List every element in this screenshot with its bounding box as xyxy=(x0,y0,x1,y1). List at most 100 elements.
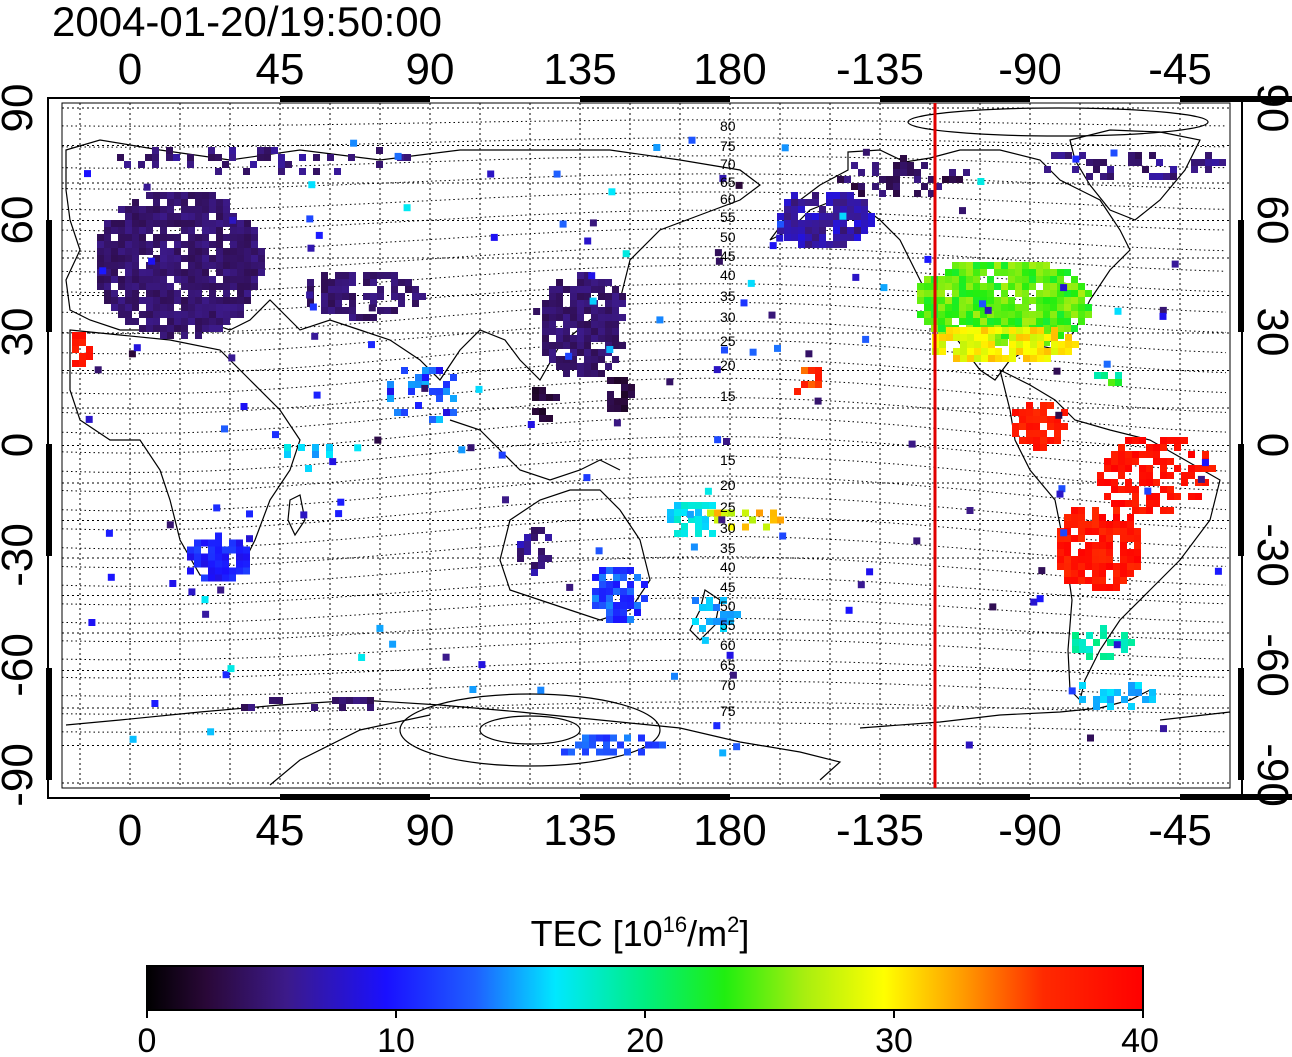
tec-cell xyxy=(688,136,696,144)
tec-cell xyxy=(1057,325,1064,332)
tec-cell xyxy=(181,206,188,213)
tec-cell xyxy=(1079,646,1086,653)
tec-cell xyxy=(188,241,195,248)
tec-cell xyxy=(244,234,251,241)
tec-cell xyxy=(524,541,531,548)
tec-cell xyxy=(613,609,620,616)
tec-cell xyxy=(72,346,79,353)
tec-cell xyxy=(862,335,870,343)
tec-cell xyxy=(1191,166,1198,173)
tec-cell xyxy=(1097,472,1104,479)
tec-cell xyxy=(188,192,195,199)
tec-cell xyxy=(1132,486,1139,493)
tec-cell xyxy=(612,307,619,314)
tec-cell xyxy=(872,162,879,169)
tec-cell xyxy=(307,244,315,252)
tec-cell xyxy=(570,286,577,293)
tec-cell xyxy=(1115,372,1122,379)
axis-bar-top xyxy=(880,96,1030,102)
tec-cell xyxy=(1064,563,1071,570)
tec-cell xyxy=(1016,341,1023,348)
tec-cell xyxy=(111,241,118,248)
tec-cell xyxy=(125,269,132,276)
tec-cell xyxy=(394,409,401,416)
tec-cell xyxy=(605,279,612,286)
tec-cell xyxy=(216,199,223,206)
tec-cell xyxy=(1181,472,1188,479)
tec-cell xyxy=(900,155,907,162)
tec-cell xyxy=(861,213,868,220)
tec-cell xyxy=(195,220,202,227)
tec-cell xyxy=(960,327,967,334)
tec-cell xyxy=(167,297,174,304)
tec-cell xyxy=(299,168,306,175)
tec-cell xyxy=(376,624,384,632)
tec-cell xyxy=(1064,570,1071,577)
tec-cell xyxy=(577,349,584,356)
tec-cell xyxy=(342,272,349,279)
tec-cell xyxy=(1188,493,1195,500)
tec-cell xyxy=(546,415,553,422)
australia-coast xyxy=(499,489,651,621)
tec-cell xyxy=(153,276,160,283)
tec-cell xyxy=(153,234,160,241)
axis-bar-bottom xyxy=(580,794,730,800)
tec-cell xyxy=(146,220,153,227)
tec-cell xyxy=(549,314,556,321)
tec-cell xyxy=(959,283,966,290)
tec-cell xyxy=(188,283,195,290)
tec-cell xyxy=(913,537,921,545)
tec-cell xyxy=(872,169,879,176)
tec-cell xyxy=(791,213,798,220)
tec-cell xyxy=(621,398,628,405)
tec-cell xyxy=(237,297,244,304)
tec-cell xyxy=(713,604,720,611)
mlat-label-s70: 70 xyxy=(720,677,736,693)
tec-cell xyxy=(994,339,1001,346)
tec-cell xyxy=(981,327,988,334)
mlat-label-s60: 60 xyxy=(720,637,736,653)
tec-cell xyxy=(167,192,174,199)
tec-cell xyxy=(791,234,798,241)
tec-cell xyxy=(549,300,556,307)
tec-cell xyxy=(924,297,931,304)
tec-cell xyxy=(805,227,812,234)
tec-cell xyxy=(981,348,988,355)
tec-cell xyxy=(858,190,865,197)
tec-cell xyxy=(723,438,730,445)
mag-lat-contour xyxy=(61,137,1227,148)
tec-cell xyxy=(132,234,139,241)
tec-cell xyxy=(1072,632,1079,639)
tec-cell xyxy=(781,144,789,152)
tec-cell xyxy=(584,321,591,328)
tec-cell xyxy=(1072,646,1079,653)
tec-cell xyxy=(617,741,624,749)
tec-cell xyxy=(1106,542,1113,549)
tec-cell xyxy=(1085,577,1092,584)
tec-cell xyxy=(1202,451,1209,458)
tec-cell xyxy=(384,307,391,314)
tec-cell xyxy=(1113,514,1120,521)
mlat-label-s30: 30 xyxy=(720,520,736,536)
tec-cell xyxy=(229,567,236,575)
tec-cell xyxy=(1107,653,1114,660)
tec-cell xyxy=(805,241,812,248)
tec-cell xyxy=(549,286,556,293)
tec-cell xyxy=(195,199,202,206)
tec-cell xyxy=(1064,521,1071,528)
axis-bar-right xyxy=(1238,668,1244,780)
tec-cell xyxy=(1135,689,1142,696)
tec-cell xyxy=(1099,563,1106,570)
tec-cell xyxy=(160,283,167,290)
tec-cell xyxy=(194,553,201,561)
tec-cell xyxy=(1146,465,1153,472)
tec-cell xyxy=(132,255,139,262)
tec-cell xyxy=(945,269,952,276)
tec-cell xyxy=(335,510,343,518)
tec-cell xyxy=(216,255,223,262)
tec-cell xyxy=(85,415,93,423)
tec-cell xyxy=(621,384,628,391)
tec-cell xyxy=(1159,312,1167,320)
tec-cell xyxy=(1044,348,1051,355)
tec-cell xyxy=(826,199,833,206)
